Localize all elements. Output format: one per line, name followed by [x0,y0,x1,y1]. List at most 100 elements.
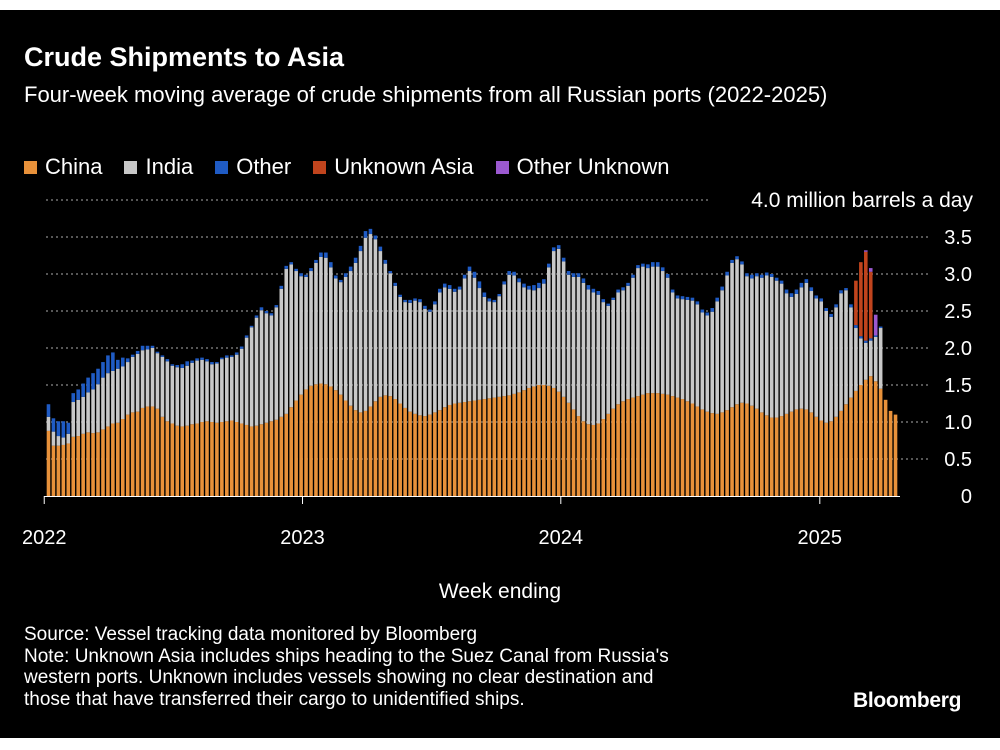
bar-segment [646,264,650,269]
bar-segment [408,302,412,412]
bar-segment [86,392,90,433]
bar-segment [764,272,769,276]
bar-segment [324,384,328,496]
bar-segment [403,407,407,496]
bar-segment [710,413,715,496]
y-tick-label: 1.0 [944,412,972,434]
bar-segment [462,274,467,279]
bar-segment [532,290,536,387]
bar-segment [319,383,323,496]
bar-segment [868,340,873,377]
bar-segment [121,419,125,496]
bar-segment [556,248,561,392]
bar-segment [859,385,863,496]
bar-segment [205,359,209,362]
bar-segment [735,256,739,260]
bar-segment [170,365,175,424]
bar-segment [893,414,898,496]
bar-segment [135,353,140,412]
bar-segment [66,433,71,444]
bar-segment [190,424,194,496]
bar-segment [215,363,219,423]
bar-segment [259,310,264,425]
bar-segment [180,364,185,368]
bar-segment [76,399,80,437]
bar-segment [631,397,635,496]
bar-segment [373,239,378,402]
bar-segment [368,406,373,496]
bar-segment [353,257,358,263]
bar-segment [720,286,724,291]
bar-segment [289,264,293,408]
bar-segment [685,299,690,402]
bar-segment [784,293,789,414]
bar-segment [839,290,843,294]
bar-segment [809,412,814,496]
bar-segment [809,291,814,413]
bar-segment [487,398,492,496]
bar-segment [492,397,497,496]
bar-segment [868,338,873,341]
bar-segment [700,409,705,496]
bar-segment [566,402,571,496]
bar-segment [160,416,165,496]
bar-segment [730,259,734,263]
bar-segment [51,445,56,496]
bar-segment [537,385,541,496]
bar-segment [106,373,110,427]
bar-segment [190,360,194,363]
bar-segment [561,257,566,262]
bar-segment [418,299,422,303]
bar-segment [626,282,630,286]
legend-swatch-unknown-asia [313,160,327,174]
bar-segment [799,287,804,409]
bar-segment [121,366,125,420]
bar-segment [616,292,620,405]
y-tick-label: 0.5 [944,449,972,471]
x-tick-label: 2022 [22,527,67,549]
bar-segment [101,362,105,378]
bar-segment [710,308,715,312]
bar-segment [254,317,259,426]
bar-segment [76,436,80,496]
bar-segment [388,273,393,397]
bar-segment [730,262,734,408]
bar-segment [517,392,521,496]
bar-segment [616,404,620,496]
bar-segment [150,345,155,348]
bar-segment [229,356,234,421]
bar-segment [542,385,546,496]
bar-segment [413,300,417,414]
bar-segment [512,275,516,394]
chart-footer: Source: Vessel tracking data monitored b… [24,624,824,710]
bar-segment [447,285,452,289]
bar-segment [457,402,462,496]
bar-segment [888,410,893,496]
bar-segment [794,289,799,294]
bar-segment [91,373,95,390]
bar-segment [636,396,640,496]
bar-segment [229,355,234,357]
bar-segment [586,289,591,425]
bar-segment [571,273,576,277]
bar-segment [413,298,417,301]
bar-segment [477,399,482,496]
bar-segment [358,251,363,413]
bar-segment [675,298,680,398]
bar-segment [670,292,675,397]
bar-segment [229,420,234,496]
bar-segment [799,408,804,496]
y-tick-label: 3.5 [944,227,972,249]
bar-segment [556,391,561,496]
bar-segment [591,424,596,496]
bar-segment [750,278,754,406]
bar-segment [438,288,442,293]
bar-segment [274,307,279,420]
bar-segment [116,359,120,369]
bar-segment [210,422,214,496]
bar-segment [343,276,348,401]
bar-segment [784,413,789,496]
legend-swatch-other-unknown [495,160,509,174]
bar-segment [542,283,546,385]
bar-segment [220,359,224,422]
